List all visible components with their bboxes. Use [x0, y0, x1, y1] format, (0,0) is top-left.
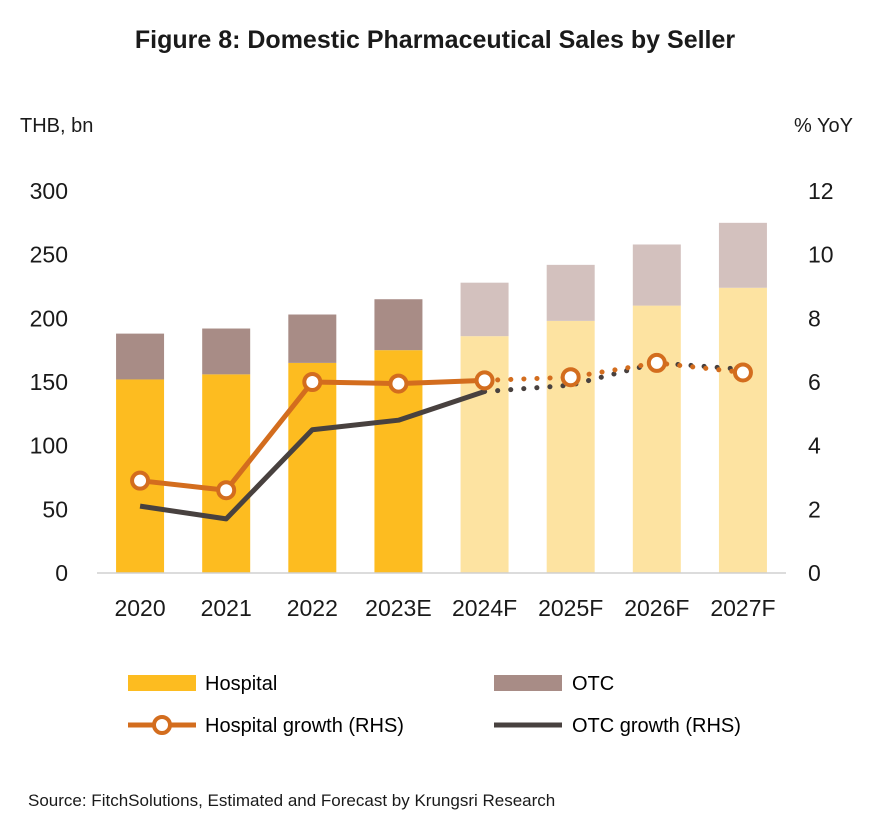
x-tick-label: 2027F — [710, 595, 775, 621]
x-tick-label: 2024F — [452, 595, 517, 621]
bars — [116, 222, 767, 573]
point-hospital-growth-rhs-2024f — [474, 370, 495, 391]
bar-hospital-2026f — [632, 305, 681, 573]
legend-label-otc: OTC — [572, 673, 614, 695]
y2-tick-label: 12 — [808, 178, 834, 204]
point-hospital-growth-rhs-2021 — [216, 480, 237, 501]
bar-hospital-2027f — [718, 287, 767, 573]
bar-otc-2022 — [288, 314, 337, 363]
bar-otc-2026f — [632, 244, 681, 306]
x-tick-label: 2026F — [624, 595, 689, 621]
point-hospital-growth-rhs-2020 — [130, 470, 151, 491]
y-axis-ticks: 0 50 100 150 200 250 300 — [30, 178, 68, 586]
line-otc-growth-rhs-forecast — [482, 360, 746, 395]
bar-otc-2024f — [460, 282, 509, 337]
point-hospital-growth-rhs-2027f — [732, 362, 753, 383]
legend-marker-hospital-growth — [152, 715, 172, 735]
legend: Hospital OTC Hospital growth (RHS) OTC g… — [128, 673, 741, 737]
legend-swatch-otc — [494, 675, 562, 691]
point-hospital-growth-rhs-2022 — [302, 372, 323, 392]
legend-swatch-hospital — [128, 675, 196, 691]
point-hospital-growth-rhs-2025f — [560, 367, 581, 388]
y2-tick-label: 8 — [808, 305, 821, 331]
legend-label-otc-growth: OTC growth (RHS) — [572, 715, 741, 737]
legend-label-hospital-growth: Hospital growth (RHS) — [205, 715, 404, 737]
bar-otc-2021 — [202, 328, 251, 375]
x-axis-ticks: 2020 2021 2022 2023E 2024F 2025F 2026F 2027F — [114, 595, 775, 621]
y2-tick-label: 6 — [808, 369, 821, 395]
line-otc-growth-rhs-actual — [139, 389, 486, 522]
bar-otc-2025f — [546, 264, 595, 321]
x-tick-label: 2022 — [287, 595, 338, 621]
point-hospital-growth-rhs-2023e — [388, 373, 409, 394]
x-tick-label: 2023E — [365, 595, 432, 621]
chart-title: Figure 8: Domestic Pharmaceutical Sales … — [135, 26, 736, 54]
line-hospital-growth-rhs-forecast — [482, 360, 746, 383]
y-tick-label: 50 — [42, 496, 68, 522]
x-tick-label: 2020 — [114, 595, 165, 621]
point-hospital-growth-rhs-2026f — [646, 352, 667, 373]
y2-axis-label: % YoY — [794, 115, 853, 137]
y2-tick-label: 2 — [808, 496, 821, 522]
y2-tick-label: 10 — [808, 242, 834, 268]
source-note: Source: FitchSolutions, Estimated and Fo… — [28, 791, 555, 810]
y2-axis-ticks: 0 2 4 6 8 10 12 — [808, 178, 834, 586]
bar-otc-2027f — [718, 222, 767, 288]
legend-label-hospital: Hospital — [205, 673, 277, 695]
bar-otc-2023e — [374, 299, 423, 351]
y-tick-label: 100 — [30, 433, 68, 459]
bar-otc-2020 — [116, 333, 165, 380]
y-tick-label: 300 — [30, 178, 68, 204]
y-tick-label: 150 — [30, 369, 68, 395]
x-tick-label: 2021 — [201, 595, 252, 621]
y-tick-label: 0 — [55, 560, 68, 586]
y-tick-label: 250 — [30, 242, 68, 268]
y-tick-label: 200 — [30, 305, 68, 331]
bar-hospital-2022 — [288, 362, 337, 573]
y2-tick-label: 0 — [808, 560, 821, 586]
y2-tick-label: 4 — [808, 433, 821, 459]
growth-lines — [130, 352, 753, 522]
y-axis-label: THB, bn — [20, 115, 93, 137]
bar-hospital-2025f — [546, 320, 595, 573]
bar-hospital-2021 — [202, 374, 251, 573]
x-tick-label: 2025F — [538, 595, 603, 621]
